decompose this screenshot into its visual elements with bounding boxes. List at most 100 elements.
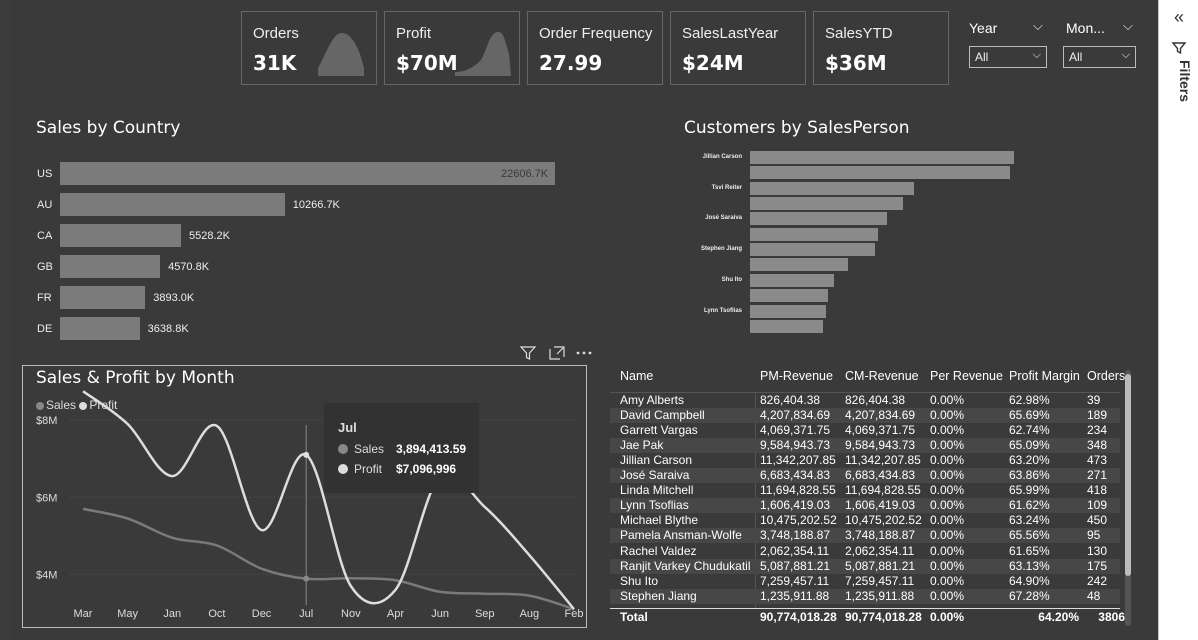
- table-cell: Lynn Tsoflias: [620, 498, 689, 513]
- salesperson-bar[interactable]: [750, 289, 829, 303]
- focus-mode-icon[interactable]: [548, 345, 566, 361]
- column-header[interactable]: PM-Revenue: [760, 369, 833, 383]
- table-cell: 1,235,911.88: [760, 588, 830, 603]
- bar-data-label: 10266.7K: [292, 198, 340, 211]
- table-cell: Michael Blythe: [620, 513, 699, 528]
- table-cell: 271: [1087, 468, 1108, 483]
- table-cell: 0.00%: [930, 588, 965, 603]
- filters-pane[interactable]: « Filters: [1158, 0, 1198, 640]
- kpi-card-sales-last-year[interactable]: SalesLastYear $24M: [670, 11, 806, 85]
- scrollbar-thumb[interactable]: [1125, 374, 1131, 576]
- table-row[interactable]: Garrett Vargas 4,069,371.75 4,069,371.75 0.…: [610, 423, 1120, 438]
- table-cell: 189: [1087, 408, 1108, 423]
- country-bar[interactable]: [60, 192, 285, 216]
- table-row[interactable]: Jillian Carson 11,342,207.85 11,342,207.85…: [610, 453, 1120, 468]
- table-row[interactable]: Linda Mitchell 11,694,828.55 11,694,828.55…: [610, 483, 1120, 498]
- double-chevron-right-icon[interactable]: «: [1173, 7, 1184, 27]
- kpi-value: $24M: [682, 51, 744, 75]
- column-header[interactable]: Orders: [1087, 369, 1126, 383]
- salesperson-bar[interactable]: [750, 181, 914, 195]
- salesperson-bar[interactable]: [750, 212, 888, 226]
- table-cell: 9,584,943.73: [760, 438, 831, 453]
- salesperson-bar[interactable]: [750, 151, 1014, 164]
- table-cell: 473: [1087, 453, 1108, 468]
- table-cell: 67.28%: [1009, 588, 1050, 603]
- table-cell: 242: [1087, 573, 1108, 588]
- table-row[interactable]: Rachel Valdez 2,062,354.11 2,062,354.11 0.0…: [610, 544, 1120, 559]
- table-cell: Jillian Carson: [620, 453, 693, 468]
- salesperson-bar[interactable]: [750, 304, 826, 318]
- filters-label[interactable]: Filters: [1177, 60, 1193, 103]
- table-row[interactable]: Ranjit Varkey Chudukatil 5,087,881.21 5,08…: [610, 558, 1120, 574]
- column-header[interactable]: CM-Revenue: [845, 369, 919, 383]
- slicer-month[interactable]: Mon... ⌵ All ⌵: [1063, 18, 1136, 68]
- table-row[interactable]: Pamela Ansman-Wolfe 3,748,188.87 3,748,188…: [610, 528, 1120, 544]
- salesperson-tick-label: Shu Ito: [721, 276, 742, 283]
- series-line-profit[interactable]: [82, 390, 575, 610]
- country-bar[interactable]: [60, 316, 140, 340]
- table-cell: José Saraiva: [620, 468, 690, 483]
- table-row[interactable]: Stephen Jiang 1,235,911.88 1,235,911.88 0.0…: [610, 588, 1120, 604]
- table-cell: Pamela Ansman-Wolfe: [620, 528, 742, 543]
- salesperson-bar[interactable]: [750, 166, 1011, 180]
- salesperson-bar[interactable]: [750, 258, 848, 272]
- dropdown-value: All: [975, 50, 989, 64]
- table-row[interactable]: Lynn Tsoflias 1,606,419.03 1,606,419.03 0.0…: [610, 498, 1120, 514]
- table-cell: 11,342,207.85: [760, 453, 836, 468]
- table-cell: 11,342,207.85: [845, 453, 921, 468]
- month-dropdown[interactable]: All ⌵: [1063, 46, 1136, 68]
- salesperson-table[interactable]: Name PM-Revenue CM-Revenue Per Revenue Profi…: [610, 368, 1130, 626]
- bar-data-label: 4570.8K: [168, 260, 210, 273]
- sales-profit-by-month-visual[interactable]: [22, 365, 587, 628]
- salesperson-bar[interactable]: [750, 243, 876, 257]
- country-bar[interactable]: [60, 223, 182, 247]
- kpi-card-sales-ytd[interactable]: SalesYTD $36M: [813, 11, 949, 85]
- table-cell: 0.00%: [930, 543, 965, 558]
- table-row[interactable]: David Campbell 4,207,834.69 4,207,834.69 0.…: [610, 408, 1120, 424]
- total-cell: 90,774,018.28: [760, 610, 837, 624]
- filter-icon: [1171, 42, 1187, 55]
- legend-item-sales[interactable]: Sales: [36, 398, 76, 412]
- table-row[interactable]: Michael Blythe 10,475,202.52 10,475,202.52…: [610, 513, 1120, 528]
- total-cell: 90,774,018.28: [845, 610, 922, 624]
- table-scrollbar[interactable]: [1125, 370, 1131, 626]
- header-divider: [610, 392, 1120, 393]
- tooltip-row-sales: Sales 3,894,413.59: [338, 442, 466, 456]
- slicer-year[interactable]: Year ⌵ All ⌵: [969, 18, 1047, 68]
- filter-icon[interactable]: [519, 345, 537, 361]
- column-header[interactable]: Name: [620, 369, 654, 383]
- salesperson-bar[interactable]: [750, 197, 903, 211]
- kpi-card-profit[interactable]: Profit $70M: [384, 11, 520, 85]
- table-cell: 0.00%: [930, 408, 965, 423]
- salesperson-bar[interactable]: [750, 273, 835, 287]
- chevron-down-icon[interactable]: ⌵: [1033, 18, 1043, 33]
- table-cell: 3,748,188.87: [845, 528, 916, 543]
- series-line-sales[interactable]: [82, 507, 575, 611]
- table-row[interactable]: José Saraiva 6,683,434.83 6,683,434.83 0.00…: [610, 468, 1120, 484]
- slicer-title: Year: [969, 20, 998, 36]
- country-bar[interactable]: [60, 254, 161, 278]
- table-total-row: Total 90,774,018.28 90,774,018.28 0.00% 64.2…: [610, 608, 1125, 626]
- table-row[interactable]: Amy Alberts 826,404.38 826,404.38 0.00% 62.9…: [610, 393, 1120, 408]
- salesperson-bar[interactable]: [750, 319, 823, 333]
- salesperson-bar[interactable]: [750, 227, 879, 241]
- chevron-down-icon[interactable]: ⌵: [1123, 18, 1133, 33]
- hover-point[interactable]: [303, 451, 310, 458]
- column-header[interactable]: Per Revenue: [930, 369, 1003, 383]
- country-bar[interactable]: [60, 285, 146, 309]
- table-cell: 0.00%: [930, 573, 965, 588]
- column-header[interactable]: Profit Margin: [1009, 369, 1080, 383]
- kpi-card-orders[interactable]: Orders 31K: [241, 11, 377, 85]
- table-cell: 10,475,202.52: [760, 513, 837, 528]
- more-options-icon[interactable]: [575, 345, 593, 361]
- kpi-card-order-frequency[interactable]: Order Frequency 27.99: [527, 11, 663, 85]
- year-dropdown[interactable]: All ⌵: [969, 46, 1047, 68]
- bar-data-label: 5528.2K: [189, 229, 231, 242]
- hover-point[interactable]: [303, 575, 310, 582]
- country-tick-label: DE: [37, 322, 53, 335]
- table-row[interactable]: Shu Ito 7,259,457.11 7,259,457.11 0.00% 64.9…: [610, 574, 1120, 589]
- table-cell: 11,694,828.55: [845, 483, 921, 498]
- table-row[interactable]: Jae Pak 9,584,943.73 9,584,943.73 0.00% 65.0…: [610, 438, 1120, 454]
- table-cell: 61.62%: [1009, 498, 1050, 513]
- country-bar[interactable]: [60, 162, 555, 185]
